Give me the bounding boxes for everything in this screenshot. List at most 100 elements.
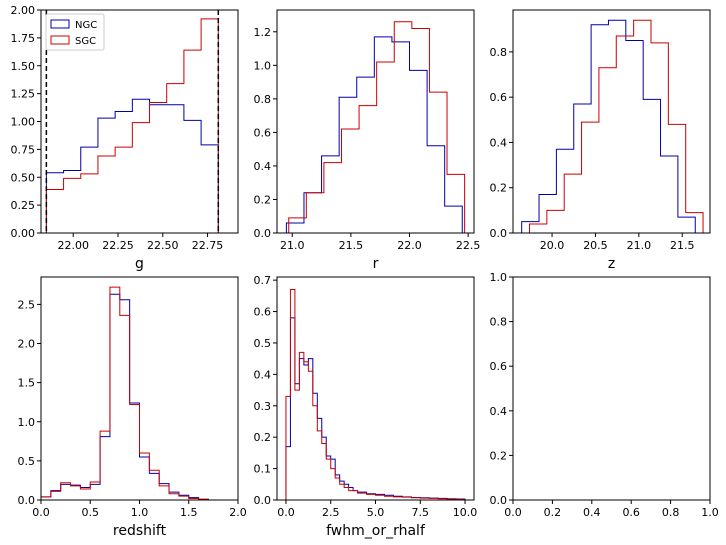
x-tick-label: 1.5 [180, 506, 198, 519]
y-tick-label: 0.1 [254, 463, 272, 476]
y-tick-label: 2.00 [11, 4, 36, 17]
x-tick-label: 22.00 [57, 239, 89, 252]
series-sgc-step [41, 286, 209, 500]
y-tick-label: 0.6 [254, 126, 272, 139]
x-tick-label: 21.0 [627, 239, 652, 252]
y-tick-label: 0.7 [254, 274, 272, 287]
y-tick-label: 0.6 [490, 360, 508, 373]
x-axis-label: g [135, 256, 144, 272]
y-tick-label: 1.0 [490, 271, 508, 284]
x-tick-label: 21.5 [339, 239, 364, 252]
series-ngc-step [285, 317, 466, 500]
legend-swatch-ngc [50, 19, 70, 29]
x-tick-label: 2.5 [322, 506, 340, 519]
y-tick-label: 0.4 [490, 136, 508, 149]
y-tick-label: 0.6 [490, 91, 508, 104]
y-tick-label: 0.0 [490, 494, 508, 507]
y-tick-label: 0.0 [254, 494, 272, 507]
x-tick-label: 21.5 [670, 239, 695, 252]
y-tick-label: 0.8 [490, 316, 508, 329]
x-tick-label: 20.5 [583, 239, 608, 252]
x-tick-label: 2.0 [229, 506, 247, 519]
series-ngc-step [521, 19, 696, 233]
y-tick-label: 0.8 [490, 46, 508, 59]
x-axis-label: fwhm_or_rhalf [326, 523, 426, 539]
y-tick-label: 1.25 [11, 88, 36, 101]
panel-6: 0.0 0.2 0.4 0.6 0.8 1.0 0.0 0.2 0.4 0.6 0.8 1.0 [490, 271, 719, 519]
panel-5: 0.0 2.5 5.0 7.5 10.0 0.0 0.1 0.2 0.3 0.4 0.5 0.6 0.7… [254, 274, 478, 539]
y-tick-label: 0.2 [254, 193, 272, 206]
y-tick-label: 0.4 [490, 405, 508, 418]
legend-label-ngc: NGC [75, 20, 97, 31]
y-tick-label: 1.5 [18, 377, 36, 390]
x-tick-label: 0.5 [82, 506, 100, 519]
panel-2: 21.0 21.5 22.0 22.5 0.0 0.2 0.4 0.6 0.8 1.0 1.2 r [254, 9, 481, 272]
legend-label-sgc: SGC [75, 36, 96, 47]
y-tick-label: 1.00 [11, 116, 36, 129]
x-tick-label: 0.0 [32, 506, 50, 519]
x-tick-label: 0.4 [583, 506, 601, 519]
y-tick-label: 2.0 [18, 338, 36, 351]
series-sgc-step [285, 289, 466, 500]
series-sgc-step [45, 18, 219, 233]
y-tick-label: 1.50 [11, 60, 36, 73]
x-tick-label: 20.0 [540, 239, 565, 252]
y-tick-label: 0.2 [490, 182, 508, 195]
series-ngc-step [285, 36, 463, 233]
y-tick-label: 2.5 [18, 298, 36, 311]
y-tick-label: 0.2 [490, 449, 508, 462]
x-tick-label: 22.5 [456, 239, 481, 252]
y-tick-label: 0.3 [254, 400, 272, 413]
legend-swatch-sgc [50, 35, 70, 45]
y-tick-label: 0.5 [254, 337, 272, 350]
legend-box [45, 13, 105, 51]
x-tick-label: 7.5 [412, 506, 430, 519]
x-tick-label: 22.25 [102, 239, 134, 252]
y-tick-label: 0.25 [11, 199, 36, 212]
x-tick-label: 0.2 [544, 506, 562, 519]
legend: NGC SGC [45, 13, 105, 51]
y-tick-label: 1.0 [254, 59, 272, 72]
y-tick-label: 1.75 [11, 32, 36, 45]
panel-3: 20.0 20.5 21.0 21.5 0.0 0.2 0.4 0.6 0.8 z [490, 9, 711, 272]
series-sgc-step [288, 21, 466, 233]
x-axis-label: z [608, 256, 615, 272]
x-tick-label: 0.0 [504, 506, 522, 519]
y-tick-label: 0.4 [254, 160, 272, 173]
x-tick-label: 10.0 [453, 506, 478, 519]
y-tick-label: 0.75 [11, 143, 36, 156]
x-tick-label: 5.0 [367, 506, 385, 519]
series-ngc-step [45, 98, 233, 233]
x-tick-label: 21.0 [280, 239, 305, 252]
y-tick-label: 0.00 [11, 227, 36, 240]
axes-frame [512, 276, 711, 501]
axes-frame [40, 276, 239, 501]
x-tick-label: 1.0 [131, 506, 149, 519]
x-tick-label: 22.0 [397, 239, 422, 252]
y-tick-label: 0.6 [254, 306, 272, 319]
panel-1: 22.00 22.25 22.50 22.75 0.00 0.25 0.50 0.75 1.00… [11, 4, 239, 272]
y-tick-label: 0.50 [11, 171, 36, 184]
y-tick-label: 1.0 [18, 416, 36, 429]
y-tick-label: 0.4 [254, 368, 272, 381]
x-tick-label: 22.50 [147, 239, 179, 252]
y-tick-label: 0.0 [254, 227, 272, 240]
y-tick-label: 1.2 [254, 26, 272, 39]
x-tick-label: 0.0 [277, 506, 295, 519]
panel-4: 0.0 0.5 1.0 1.5 2.0 0.0 0.5 1.0 1.5 2.0 2.5 redshif… [18, 276, 247, 539]
x-tick-label: 0.6 [622, 506, 640, 519]
x-tick-label: 1.0 [701, 506, 719, 519]
axes-frame [512, 9, 711, 234]
y-tick-label: 0.8 [254, 93, 272, 106]
series-sgc-step [528, 19, 704, 233]
y-tick-label: 0.5 [18, 455, 36, 468]
y-tick-label: 0.0 [18, 494, 36, 507]
x-tick-label: 0.8 [662, 506, 680, 519]
x-tick-label: 22.75 [192, 239, 224, 252]
axes-frame [276, 9, 475, 234]
x-axis-label: redshift [113, 523, 167, 539]
y-tick-label: 0.0 [490, 227, 508, 240]
axes-frame [276, 276, 475, 501]
y-tick-label: 0.2 [254, 431, 272, 444]
